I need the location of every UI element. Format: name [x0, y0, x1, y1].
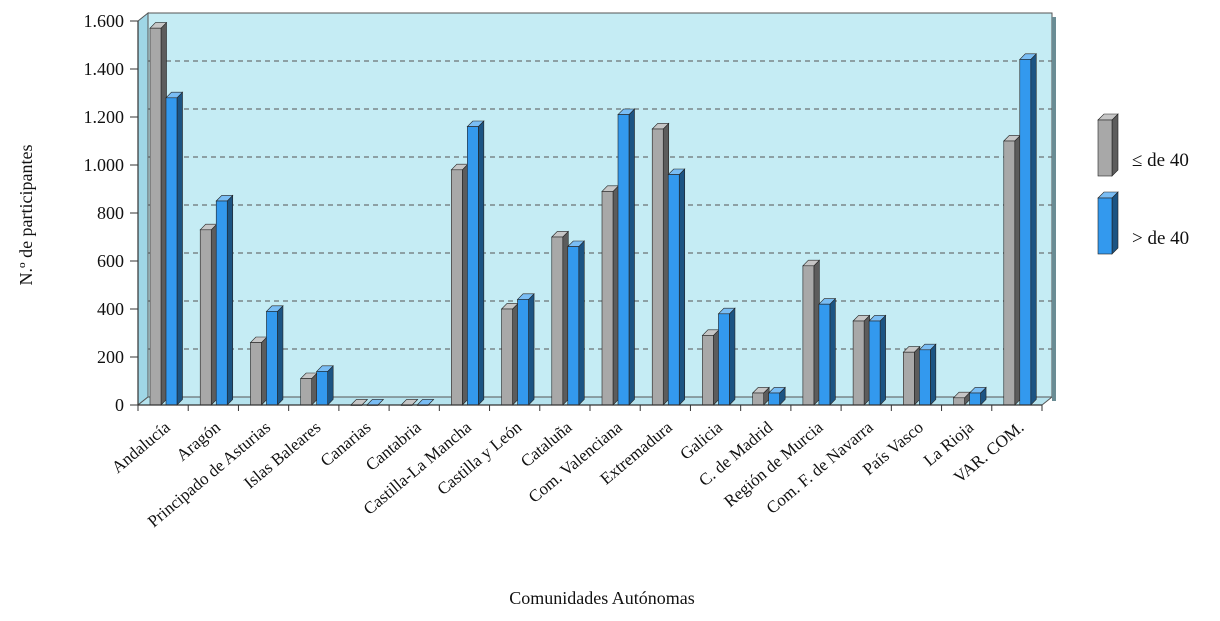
bar-le40 — [701, 329, 720, 406]
bar-le40 — [902, 345, 921, 406]
axes — [130, 20, 1043, 411]
gridlines — [148, 12, 1052, 350]
y-tick-label: 1.600 — [84, 11, 125, 31]
plot-shadow — [1052, 17, 1056, 401]
bar-gt40 — [516, 293, 535, 406]
bar-gt40 — [466, 120, 485, 406]
bar-gt40 — [617, 108, 636, 406]
bar-gt40 — [165, 91, 184, 406]
legend-swatch — [1097, 119, 1113, 177]
x-axis-title: Comunidades Autónomas — [509, 588, 695, 608]
legend-label: > de 40 — [1132, 228, 1189, 249]
bar-gt40 — [1019, 53, 1037, 406]
legend-item: ≤ de 40 — [1097, 113, 1189, 177]
bar-le40 — [651, 122, 670, 406]
bar-le40 — [802, 259, 821, 406]
legend-label: ≤ de 40 — [1132, 150, 1189, 171]
y-tick-label: 0 — [115, 395, 124, 415]
bar-le40 — [199, 223, 218, 406]
bar-gt40 — [868, 314, 887, 406]
y-tick-label: 400 — [97, 299, 124, 319]
bar-le40 — [149, 21, 168, 406]
bar-le40 — [551, 230, 569, 406]
y-tick-labels: 0 200 400 600 800 1.000 1.200 1.400 1.600 — [84, 11, 125, 415]
bar-le40 — [852, 314, 871, 406]
legend-swatch — [1097, 197, 1113, 255]
bar-le40 — [751, 386, 770, 406]
y-tick-label: 200 — [97, 347, 124, 367]
bar-gt40 — [567, 240, 585, 406]
bar-gt40 — [315, 365, 334, 406]
y-tick-label: 1.000 — [84, 155, 125, 175]
bar-gt40 — [818, 297, 837, 406]
bar-le40 — [601, 185, 620, 406]
bar-le40 — [500, 302, 519, 406]
bar-gt40 — [215, 194, 234, 406]
bar-le40 — [249, 336, 268, 406]
bar-gt40 — [667, 168, 686, 406]
legend: ≤ de 40 > de 40 — [1097, 113, 1189, 255]
bar-le40 — [450, 163, 469, 406]
x-tick-label: Andalucía — [108, 417, 174, 477]
y-tick-label: 800 — [97, 203, 124, 223]
bar-gt40 — [767, 386, 786, 406]
bar-gt40 — [918, 343, 937, 406]
bar-le40 — [952, 391, 971, 406]
bar-gt40 — [717, 307, 736, 406]
bar-le40 — [299, 372, 318, 406]
plot-left-wall — [137, 11, 149, 407]
legend-item: > de 40 — [1097, 191, 1189, 255]
y-tick-label: 1.400 — [84, 59, 125, 79]
y-tick-label: 1.200 — [84, 107, 125, 127]
bars — [149, 21, 1037, 406]
y-tick-label: 600 — [97, 251, 124, 271]
bar-le40 — [1003, 134, 1021, 406]
bar-gt40 — [265, 305, 284, 406]
y-axis-title: N.º de participantes — [16, 144, 36, 285]
